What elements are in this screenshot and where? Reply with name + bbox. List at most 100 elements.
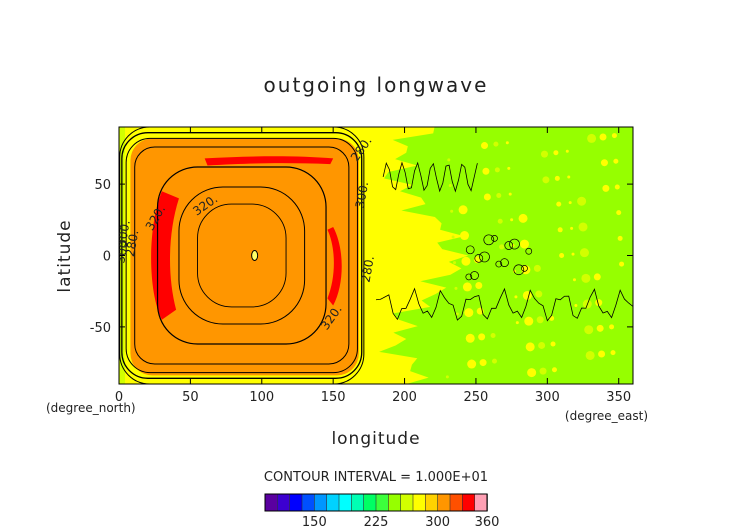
contour-blob <box>479 251 490 263</box>
field-speckle <box>598 350 606 358</box>
field-speckle <box>596 324 604 332</box>
y-tick-label: 0 <box>103 250 111 265</box>
x-tick-label: 250 <box>464 390 489 405</box>
contour-label: 280. <box>123 229 141 258</box>
field-speckle <box>550 341 556 347</box>
y-tick-label: 50 <box>94 178 111 193</box>
colorbar-swatch <box>375 493 390 512</box>
x-tick-label: 100 <box>249 390 274 405</box>
colorbar-tick-label: 150 <box>302 515 327 530</box>
field-speckle <box>587 133 597 143</box>
contour-interval-label: CONTOUR INTERVAL = 1.000E+01 <box>264 470 488 485</box>
field-speckle <box>505 141 509 145</box>
colorbar-frame <box>264 493 488 512</box>
colorbar-swatch <box>388 493 402 512</box>
field-speckle <box>496 193 502 199</box>
x-tick-label: 50 <box>182 390 199 405</box>
contour-blob <box>513 264 525 276</box>
field-speckle <box>542 176 550 184</box>
colorbar-swatch <box>277 493 291 512</box>
field-speckle <box>553 150 559 156</box>
field-red-band-east <box>327 226 342 306</box>
contour-blob <box>521 265 528 272</box>
field-speckle <box>515 321 519 325</box>
field-speckle <box>464 308 474 318</box>
y-axis: -50 0 50 <box>90 178 633 336</box>
field-speckle <box>453 261 457 265</box>
contour-label: 300. <box>353 180 371 209</box>
field-speckle <box>559 253 565 258</box>
field-speckle <box>595 299 603 307</box>
field-speckle <box>567 175 571 179</box>
field-speckle <box>593 273 601 281</box>
field-red-band-north <box>204 156 334 166</box>
field-speckle <box>540 150 548 158</box>
y-axis-label: latitude <box>55 219 75 292</box>
contour-blob <box>470 271 479 280</box>
colorbar-swatch <box>338 493 353 512</box>
field-speckle <box>490 332 496 338</box>
field-speckle <box>492 358 498 364</box>
colorbar-swatch <box>462 493 476 512</box>
field-speckle <box>465 333 475 343</box>
field-speckle <box>613 158 619 164</box>
field-speckle <box>451 235 455 239</box>
contour-center-marker <box>251 250 259 261</box>
colorbar: 150 225 300 360 <box>264 493 500 530</box>
field-speckle <box>616 210 622 216</box>
field-speckle <box>458 205 468 215</box>
field-speckle <box>619 261 625 267</box>
field-speckle <box>579 248 589 258</box>
contour-blob <box>525 247 533 255</box>
field-speckle <box>482 167 490 175</box>
x-axis-label: longitude <box>331 429 420 449</box>
contour-blob <box>504 241 514 250</box>
field-speckle <box>462 282 472 292</box>
contour-label: 300. <box>114 219 132 248</box>
field-speckle <box>514 295 518 299</box>
field-speckle <box>499 244 505 250</box>
field-speckle <box>570 226 574 230</box>
field-speckle <box>556 201 562 207</box>
contour-blob <box>465 273 473 281</box>
colorbar-swatch <box>363 493 377 512</box>
field-speckle <box>600 159 608 167</box>
contour-blob <box>509 238 520 250</box>
contour-blob <box>483 234 495 246</box>
chart-title: outgoing longwave <box>264 73 489 97</box>
field-speckle <box>493 141 499 147</box>
field-speckle <box>538 341 546 349</box>
field-speckle <box>577 196 587 206</box>
field-speckle <box>467 359 477 369</box>
field-speckle <box>554 175 560 181</box>
contour-line <box>178 186 306 325</box>
colorbar-swatch <box>314 493 328 512</box>
field-speckle <box>610 350 616 356</box>
field-speckle <box>497 218 503 224</box>
field-speckle <box>447 158 451 162</box>
contour-blob <box>474 254 484 263</box>
colorbar-swatch <box>449 493 464 512</box>
colorbar-tick-label: 300 <box>425 515 450 530</box>
field-speckle <box>483 193 491 201</box>
field-speckle <box>539 367 547 375</box>
colorbar-swatch <box>326 493 340 512</box>
contour-blob <box>491 235 498 242</box>
field-speckle <box>450 209 454 213</box>
colorbar-swatch <box>400 493 414 512</box>
field-speckle <box>518 213 528 223</box>
field-speckle <box>536 316 544 324</box>
contour-line <box>156 166 327 345</box>
field-speckle <box>578 222 588 232</box>
x-tick-label: 150 <box>321 390 346 405</box>
field-speckle <box>568 201 572 205</box>
field-speckle <box>535 290 543 298</box>
colorbar-tick-label: 360 <box>475 515 500 530</box>
field-speckle <box>494 167 500 173</box>
field-speckle <box>527 368 537 378</box>
contour-blob <box>500 258 509 267</box>
field-speckle <box>551 367 557 373</box>
contour-blob <box>495 260 503 268</box>
field-region-green <box>379 127 633 384</box>
